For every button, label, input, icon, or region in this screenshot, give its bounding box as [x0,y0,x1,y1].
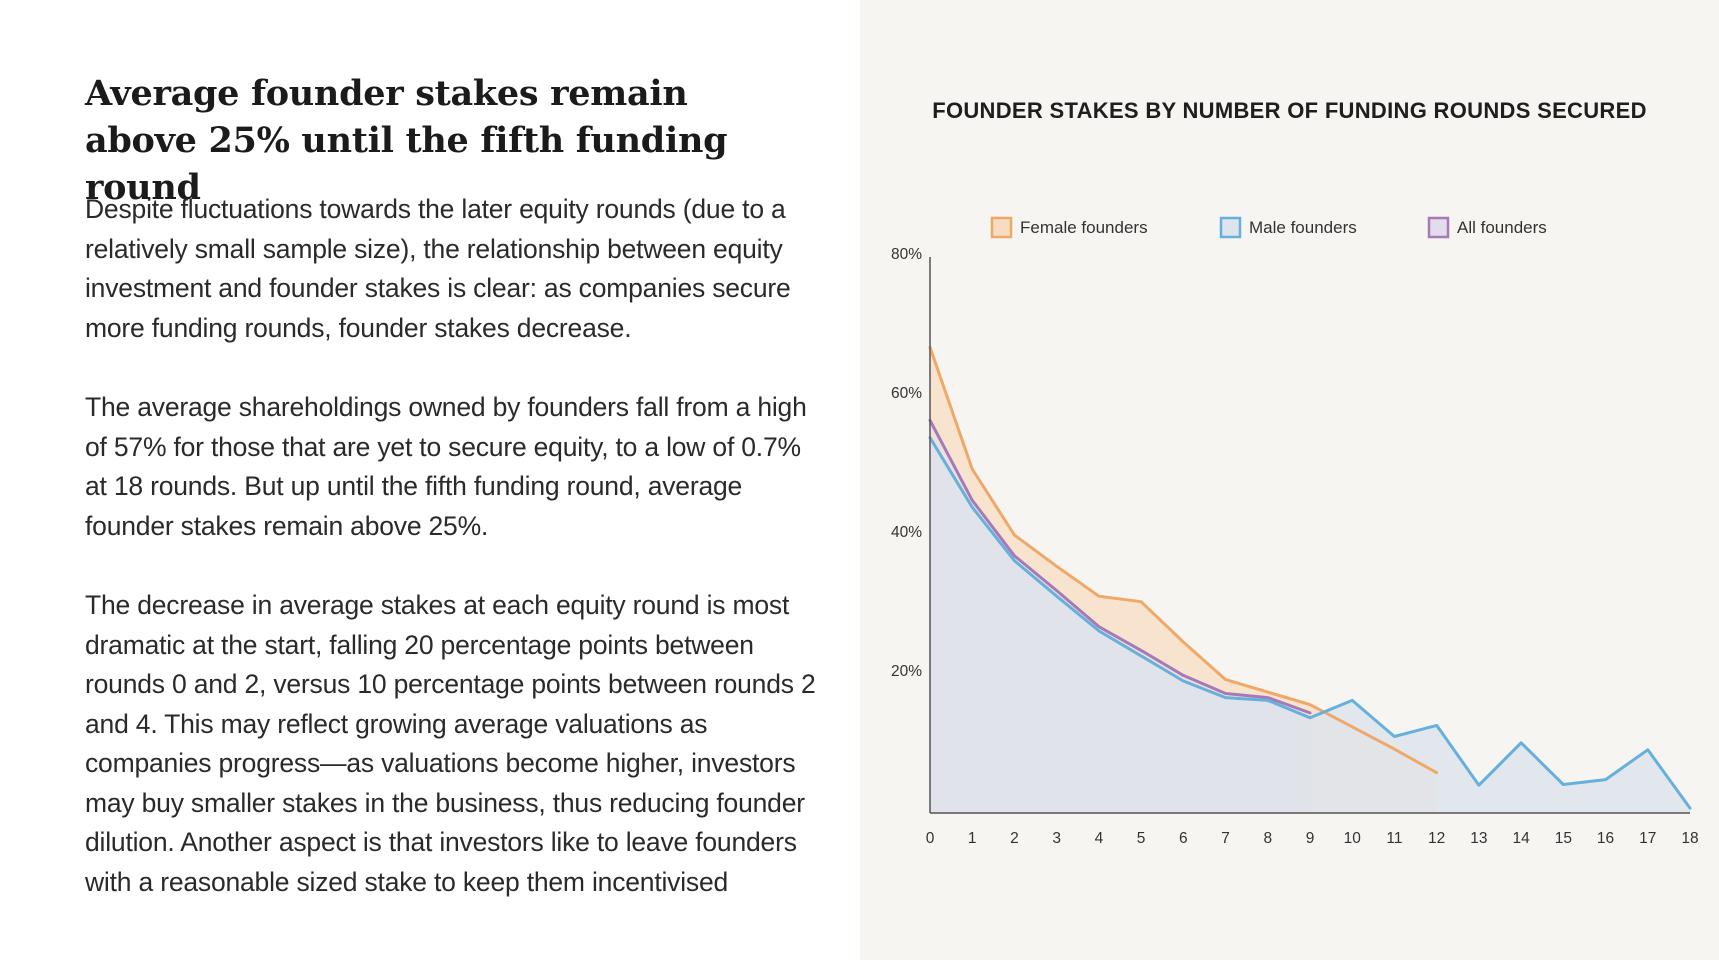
x-tick-label: 15 [1555,830,1572,847]
x-tick-label: 1 [968,830,977,847]
x-tick-label: 0 [926,830,935,847]
legend-swatch [1219,216,1242,239]
chart-axes [929,257,1690,814]
y-tick-label: 80% [891,246,922,263]
legend-label: All founders [1457,218,1547,237]
chart-legend: Female founders Male founders All founders [990,216,1547,239]
x-tick-label: 8 [1263,830,1272,847]
legend-swatch [1427,216,1450,239]
x-tick-label: 3 [1052,830,1061,847]
x-tick-label: 12 [1428,830,1445,847]
legend-item-female-founders: Female founders [990,216,1148,239]
article-body: Despite fluctuations towards the later e… [85,190,825,942]
x-tick-label: 14 [1512,830,1530,847]
article-paragraph-1: Despite fluctuations towards the later e… [85,194,791,343]
x-tick-label: 10 [1344,830,1362,847]
chart-ticks: 20%40%60%80%0 1 2 3 4 5 6 7 8 9 10 11 12 13 14 15 16 17 18 [891,246,1699,847]
legend-swatch [990,216,1013,239]
x-tick-label: 7 [1221,830,1230,847]
x-tick-label: 6 [1179,830,1188,847]
x-tick-label: 2 [1010,830,1019,847]
area-male-founders [930,437,1690,813]
y-tick-label: 40% [891,524,922,541]
article-panel: Average founder stakes remain above 25% … [85,73,825,942]
x-tick-label: 16 [1597,830,1614,847]
line-male-founders [928,436,1692,810]
series-areas [930,347,1690,813]
x-tick-label: 4 [1095,830,1104,847]
line-all-founders [928,418,1312,715]
legend-label: Female founders [1020,218,1148,237]
y-tick-label: 20% [891,663,922,680]
chart-title: FOUNDER STAKES BY NUMBER OF FUNDING ROUN… [932,98,1647,123]
x-tick-label: 13 [1470,830,1487,847]
series-lines [928,345,1692,810]
legend-label: Male founders [1249,218,1357,237]
x-tick-label: 11 [1386,830,1402,847]
legend-item-male-founders: Male founders [1219,216,1357,239]
article-heading: Average founder stakes remain above 25% … [85,73,728,208]
line-female-founders [928,345,1439,775]
y-tick-label: 60% [891,385,922,402]
article-paragraph-2: The average shareholdings owned by found… [85,392,807,541]
legend-item-all-founders: All founders [1427,216,1547,239]
chart-panel: FOUNDER STAKES BY NUMBER OF FUNDING ROUN… [860,0,1719,960]
article-paragraph-3: The decrease in average stakes at each e… [85,590,816,897]
x-tick-label: 5 [1137,830,1146,847]
founder-stakes-chart: 20%40%60%80%0 1 2 3 4 5 6 7 8 9 10 11 12 13 14 15 16 17 18… [891,216,1699,847]
x-tick-label: 17 [1639,830,1656,847]
x-tick-label: 9 [1306,830,1315,847]
x-tick-label: 18 [1681,830,1698,847]
